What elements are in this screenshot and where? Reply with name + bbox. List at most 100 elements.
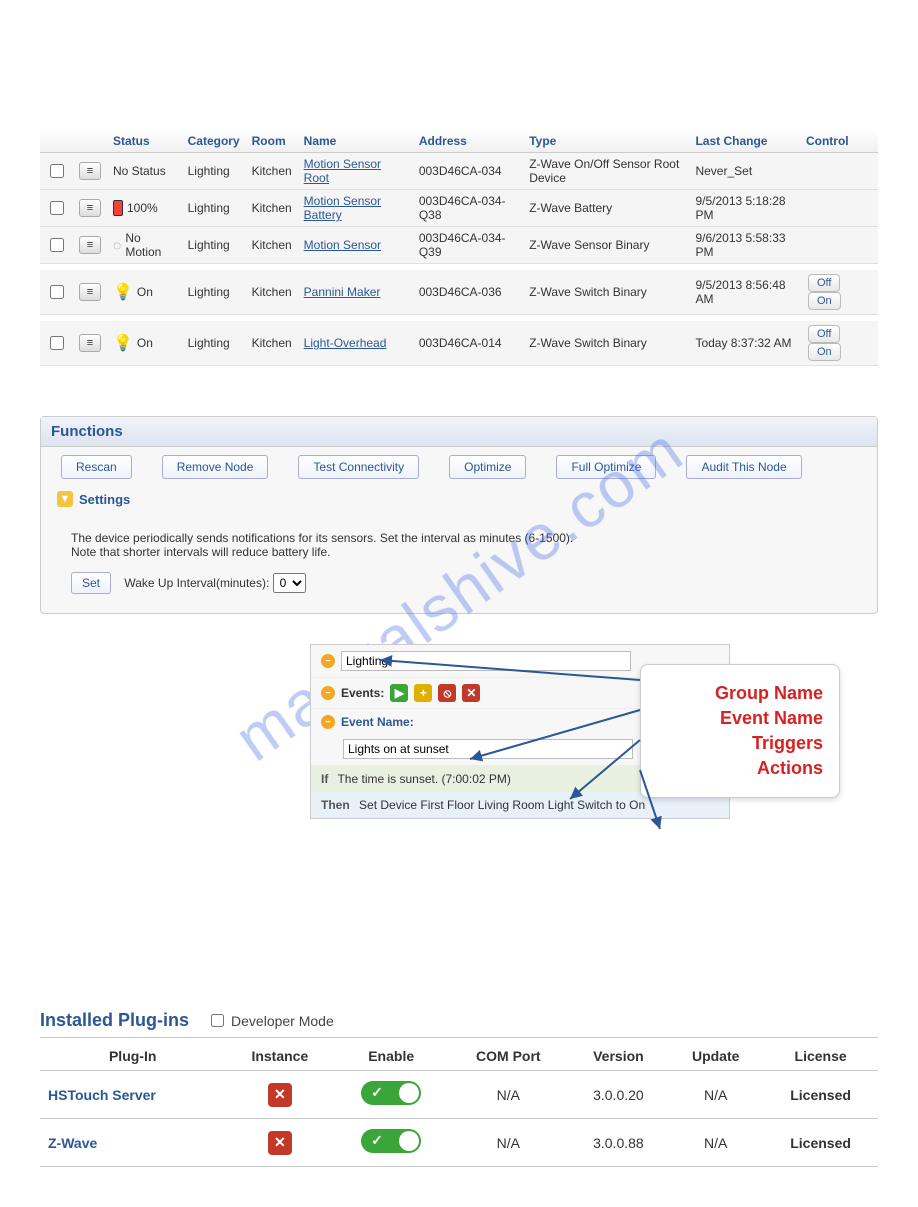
run-icon[interactable]: ▶ [390, 684, 408, 702]
device-icon[interactable]: ≡ [79, 283, 101, 301]
off-button[interactable]: Off [808, 274, 840, 292]
col-instance: Instance [225, 1042, 334, 1071]
category-cell: Lighting [182, 190, 246, 227]
collapse-icon[interactable]: ▼ [57, 491, 73, 507]
type-cell: Z-Wave Switch Binary [523, 264, 689, 315]
room-cell: Kitchen [246, 190, 298, 227]
device-name-link[interactable]: Motion Sensor [304, 238, 381, 252]
settings-text-2: Note that shorter intervals will reduce … [71, 545, 847, 559]
control-cell: OffOn [800, 264, 878, 315]
off-button[interactable]: Off [808, 325, 840, 343]
col-category[interactable]: Category [182, 130, 246, 153]
motion-icon: ◌ [113, 237, 121, 253]
address-cell: 003D46CA-034-Q38 [413, 190, 523, 227]
device-icon[interactable]: ≡ [79, 199, 101, 217]
devmode-label: Developer Mode [231, 1013, 334, 1029]
battery-icon [113, 200, 123, 216]
table-row: ≡💡OnLightingKitchenPannini Maker003D46CA… [40, 264, 878, 315]
if-keyword: If [321, 772, 328, 786]
row-checkbox[interactable] [50, 336, 64, 350]
col-address[interactable]: Address [413, 130, 523, 153]
bulb-icon: 💡 [113, 333, 133, 353]
address-cell: 003D46CA-014 [413, 315, 523, 366]
plugin-name[interactable]: Z-Wave [40, 1119, 225, 1167]
callout-box: Group Name Event Name Triggers Actions [640, 664, 840, 798]
device-name-link[interactable]: Motion Sensor Root [304, 157, 381, 185]
on-button[interactable]: On [808, 292, 841, 310]
events-label: Events: [341, 686, 384, 700]
lastchange-cell: 9/6/2013 5:58:33 PM [689, 227, 800, 264]
col-lastchange[interactable]: Last Change [689, 130, 800, 153]
table-row: ≡◌No MotionLightingKitchenMotion Sensor0… [40, 227, 878, 264]
delete-instance-icon[interactable]: ✕ [268, 1083, 292, 1107]
settings-body: The device periodically sends notificati… [41, 511, 877, 613]
settings-text-1: The device periodically sends notificati… [71, 531, 847, 545]
settings-header[interactable]: ▼ Settings [41, 487, 877, 511]
test-connectivity-button[interactable]: Test Connectivity [298, 455, 419, 479]
col-check [40, 130, 73, 153]
enable-toggle[interactable] [361, 1129, 421, 1153]
room-cell: Kitchen [246, 153, 298, 190]
row-checkbox[interactable] [50, 238, 64, 252]
devmode-toggle[interactable]: Developer Mode [207, 1011, 334, 1030]
on-button[interactable]: On [808, 343, 841, 361]
comport-cell: N/A [448, 1119, 569, 1167]
col-name[interactable]: Name [298, 130, 413, 153]
lastchange-cell: 9/5/2013 8:56:48 AM [689, 264, 800, 315]
row-checkbox[interactable] [50, 285, 64, 299]
status-text: On [137, 336, 153, 350]
event-name-input[interactable] [343, 739, 633, 759]
device-icon[interactable]: ≡ [79, 162, 101, 180]
category-cell: Lighting [182, 227, 246, 264]
plugin-name[interactable]: HSTouch Server [40, 1071, 225, 1119]
group-name-input[interactable] [341, 651, 631, 671]
row-checkbox[interactable] [50, 201, 64, 215]
add-icon[interactable]: + [414, 684, 432, 702]
devmode-checkbox[interactable] [211, 1014, 224, 1027]
functions-title: Functions [41, 417, 877, 447]
events-region: − − Events: ▶ + ⦸ ✕ − Event Name: If The… [40, 644, 878, 884]
address-cell: 003D46CA-036 [413, 264, 523, 315]
device-name-link[interactable]: Pannini Maker [304, 285, 381, 299]
table-row: ≡ 100% LightingKitchenMotion Sensor Batter… [40, 190, 878, 227]
status-text: 100% [127, 201, 158, 215]
full-optimize-button[interactable]: Full Optimize [556, 455, 656, 479]
collapse-icon[interactable]: − [321, 654, 335, 668]
event-name-label: Event Name: [341, 715, 414, 729]
interval-label: Wake Up Interval(minutes): [124, 576, 269, 590]
address-cell: 003D46CA-034 [413, 153, 523, 190]
control-cell [800, 190, 878, 227]
col-status[interactable]: Status [107, 130, 182, 153]
device-icon[interactable]: ≡ [79, 334, 101, 352]
optimize-button[interactable]: Optimize [449, 455, 526, 479]
col-control: Control [800, 130, 878, 153]
remove-node-button[interactable]: Remove Node [162, 455, 269, 479]
delete-instance-icon[interactable]: ✕ [268, 1131, 292, 1155]
delete-icon[interactable]: ✕ [462, 684, 480, 702]
enable-toggle[interactable] [361, 1081, 421, 1105]
status-text: No Motion [125, 231, 175, 259]
plugins-title: Installed Plug-ins [40, 1010, 189, 1031]
row-checkbox[interactable] [50, 164, 64, 178]
address-cell: 003D46CA-034-Q39 [413, 227, 523, 264]
type-cell: Z-Wave Switch Binary [523, 315, 689, 366]
device-icon[interactable]: ≡ [79, 236, 101, 254]
collapse-icon[interactable]: − [321, 715, 335, 729]
col-version: Version [569, 1042, 669, 1071]
settings-label: Settings [79, 492, 130, 507]
plugins-header: Installed Plug-ins Developer Mode [40, 1004, 878, 1038]
disable-icon[interactable]: ⦸ [438, 684, 456, 702]
rescan-button[interactable]: Rescan [61, 455, 132, 479]
col-type[interactable]: Type [523, 130, 689, 153]
interval-select[interactable]: 0 [273, 573, 306, 593]
license-cell: Licensed [763, 1119, 878, 1167]
plugins-tbody: HSTouch Server✕N/A3.0.0.20N/ALicensedZ-W… [40, 1071, 878, 1167]
type-cell: Z-Wave Battery [523, 190, 689, 227]
set-button[interactable]: Set [71, 572, 111, 594]
audit-this-node-button[interactable]: Audit This Node [686, 455, 801, 479]
col-room[interactable]: Room [246, 130, 298, 153]
devices-tbody: ≡No StatusLightingKitchenMotion Sensor R… [40, 153, 878, 366]
collapse-icon[interactable]: − [321, 686, 335, 700]
device-name-link[interactable]: Motion Sensor Battery [304, 194, 381, 222]
device-name-link[interactable]: Light-Overhead [304, 336, 387, 350]
